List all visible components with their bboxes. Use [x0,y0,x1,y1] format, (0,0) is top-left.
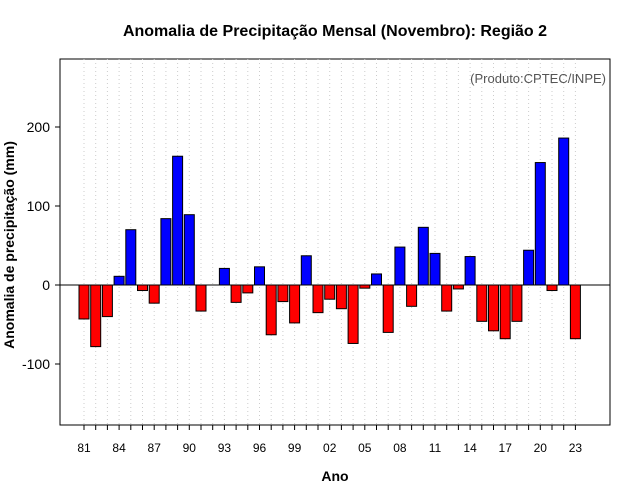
x-tick-label: 84 [112,441,126,455]
x-tick-label: 93 [218,441,232,455]
x-tick-label: 96 [253,441,267,455]
y-tick-label: 0 [42,277,50,293]
bar-1995 [242,284,254,294]
bar-2020 [534,162,546,286]
bar-1988 [160,218,172,286]
x-tick-label: 17 [499,441,513,455]
bar-2015 [476,284,488,322]
bar-1985 [125,229,137,286]
bar-2004 [347,284,359,344]
x-tick-label: 90 [183,441,197,455]
bar-2013 [452,284,464,290]
x-tick-label: 02 [323,441,337,455]
chart-title: Anomalia de Precipitação Mensal (Novembr… [123,23,547,40]
x-tick-label: 14 [463,441,477,455]
bar-1987 [148,284,160,304]
y-tick-label: -100 [22,356,50,372]
bar-2007 [382,284,394,333]
bar-2009 [406,284,418,307]
x-tick-label: 05 [358,441,372,455]
x-tick-label: 87 [148,441,162,455]
source-note: (Produto:CPTEC/INPE) [470,71,606,86]
x-tick-label: 81 [77,441,91,455]
y-axis-label: Anomalia de precipitação (mm) [1,141,17,349]
bar-1994 [230,284,242,303]
x-tick-label: 20 [534,441,548,455]
bar-2018 [511,284,523,322]
bar-2021 [546,284,558,292]
bar-1998 [277,284,289,303]
bar-1981 [78,284,90,320]
y-tick-label: 100 [27,198,51,214]
bar-1982 [90,284,102,348]
x-axis: 81 84 87 90 93 96 99 02 05 08 11 14 17 20 23 [77,425,582,455]
bar-1991 [195,284,207,312]
bar-1986 [137,284,148,292]
bar-2003 [335,284,347,310]
bar-2022 [558,137,570,286]
bar-1984 [113,275,125,286]
x-tick-label: 08 [393,441,407,455]
y-axis: -100 0 100 200 [22,119,60,372]
plot-frame [59,58,611,426]
bar-2000 [300,255,312,286]
x-tick-label: 11 [429,441,442,455]
y-tick-label: 200 [27,119,51,135]
bars [78,137,581,348]
bar-2023 [569,284,581,340]
bar-2017 [499,284,511,340]
bar-2001 [312,284,324,314]
bar-1993 [218,267,230,286]
bar-1983 [101,284,113,318]
bar-2008 [394,246,406,286]
bar-1996 [254,266,265,286]
bar-2006 [371,273,382,286]
bar-1989 [172,155,184,286]
x-tick-label: 23 [569,441,583,455]
bar-1990 [183,214,195,286]
bar-1999 [289,284,301,324]
bar-2011 [429,252,441,286]
grid-lines [83,59,576,425]
bar-2014 [464,256,476,286]
bar-2012 [441,284,453,312]
x-axis-label: Ano [321,468,348,484]
bar-2019 [523,249,535,286]
bar-1997 [265,284,277,336]
x-tick-label: 99 [288,441,302,455]
bar-2002 [324,284,336,300]
bar-2016 [488,284,499,332]
bar-2010 [417,226,429,286]
